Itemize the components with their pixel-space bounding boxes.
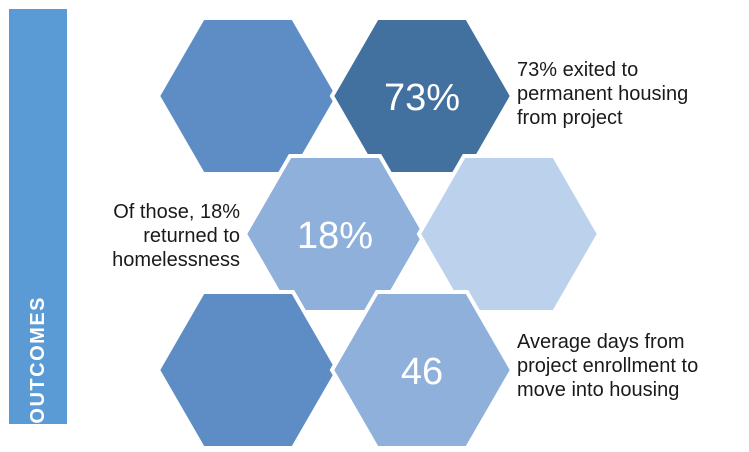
outcomes-side-bar xyxy=(9,9,67,424)
caption-exited-line-1: 73% exited to xyxy=(517,59,639,81)
caption-returned: Of those, 18% returned to homelessness xyxy=(80,200,240,272)
hexagon-value-r3c2: 46 xyxy=(401,351,443,393)
caption-days-line-2: project enrollment to xyxy=(517,355,699,377)
caption-returned-line-2: returned to xyxy=(143,225,240,247)
caption-exited-line-2: permanent housing xyxy=(517,83,689,105)
caption-exited-line-3: from project xyxy=(517,107,623,129)
caption-returned-line-3: homelessness xyxy=(112,249,240,271)
hexagon-value-r1c2: 73% xyxy=(384,77,460,119)
hexagon-r1c1 xyxy=(155,16,341,176)
caption-days: Average days from project enrollment to … xyxy=(517,330,749,406)
hexagon-r3c2 xyxy=(329,290,515,450)
caption-days-line-1: Average days from xyxy=(517,331,685,353)
caption-days-line-3: move into housing xyxy=(517,379,680,401)
hexagon-r3c1 xyxy=(155,290,341,450)
caption-exited: 73% exited to permanent housing from pro… xyxy=(517,58,749,134)
hexagon-r2c2 xyxy=(416,154,602,314)
hexagon-value-r2c1: 18% xyxy=(297,215,373,257)
caption-returned-line-1: Of those, 18% xyxy=(113,201,240,223)
